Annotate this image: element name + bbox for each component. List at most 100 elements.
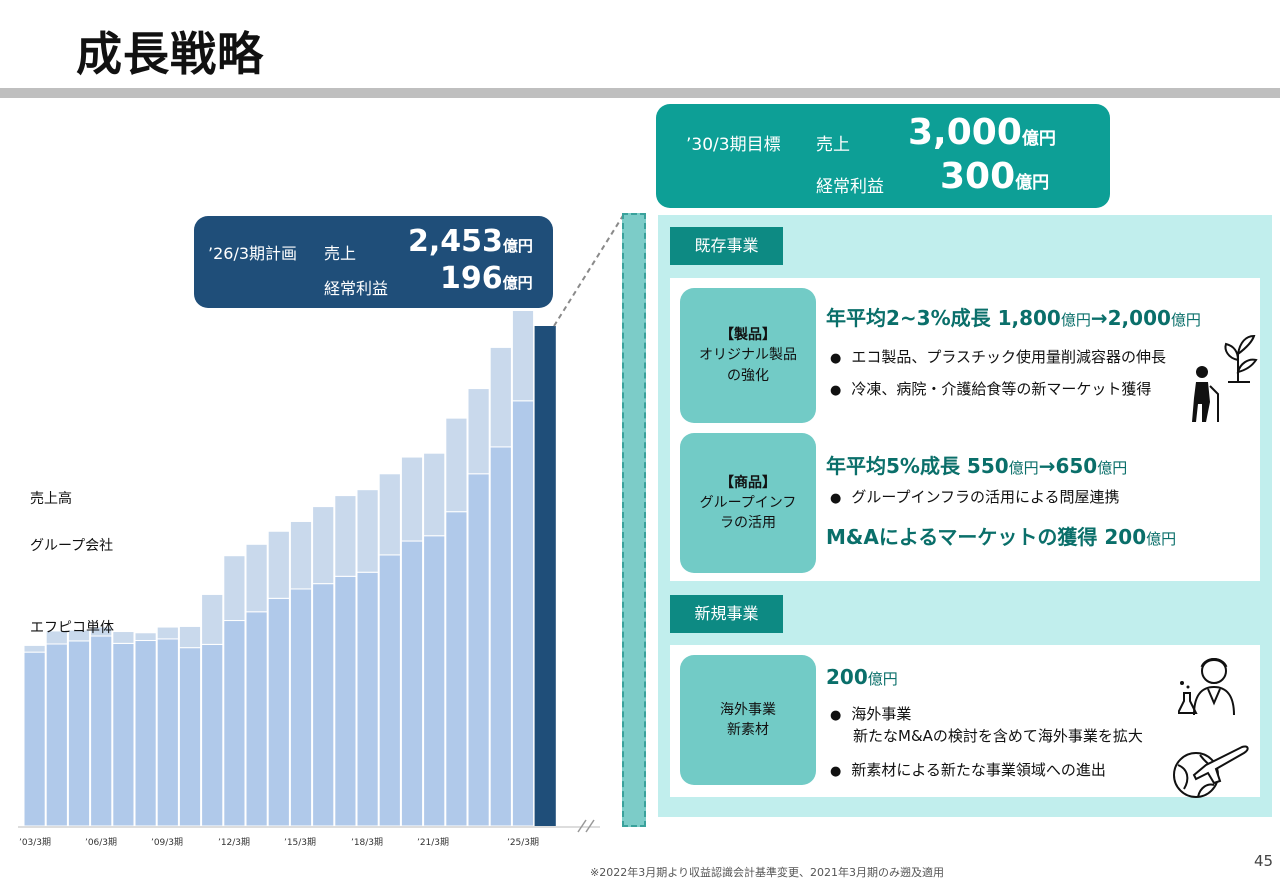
scientist-icon — [1178, 658, 1235, 716]
bar-standalone — [289, 588, 313, 827]
bar-standalone — [67, 640, 91, 827]
title-divider — [0, 88, 1280, 98]
bar-group — [67, 629, 91, 642]
new-business-card: 海外事業 新素材 200億円 ● 海外事業 新たなM&Aの検討を含めて海外事業を拡… — [670, 645, 1260, 798]
strategy-panel: 既存事業 【製品】 オリジナル製品 の強化 年平均2~3%成長 1,800億円→… — [658, 215, 1272, 817]
bar-group — [223, 555, 246, 622]
bar-group — [134, 632, 157, 642]
products-bullet-1: ● エコ製品、プラスチック使用量削減容器の伸長 — [830, 348, 1167, 366]
callout-connector — [553, 213, 625, 327]
bar-group — [267, 530, 290, 599]
existing-business-card: 【製品】 オリジナル製品 の強化 年平均2~3%成長 1,800億円→2,000… — [670, 278, 1260, 581]
plan-profit-value: 196億円 — [440, 261, 533, 296]
plant-elder-icon — [1192, 334, 1258, 422]
bar-standalone — [378, 554, 401, 827]
new-business-heading: 200億円 — [826, 665, 898, 689]
plan-sales-label: 売上 — [324, 244, 357, 263]
goods-bullet-1: ● グループインフラの活用による問屋連携 — [830, 488, 1120, 506]
bar-group — [489, 346, 512, 448]
footnote: ※2022年3月期より収益認識会計基準変更、2021年3月期のみ遡及適用 — [590, 866, 944, 879]
products-bullet-2: ● 冷凍、病院・介護給食等の新マーケット獲得 — [830, 380, 1152, 398]
bar-group — [112, 631, 135, 644]
plan-sales-value: 2,453億円 — [408, 224, 533, 259]
plan-period: ’26/3期計画 — [208, 244, 298, 263]
bar-standalone — [467, 473, 490, 827]
bar-group — [511, 310, 535, 402]
products-side-label: 【製品】 オリジナル製品 の強化 — [680, 288, 816, 423]
ma-heading: M&Aによるマーケットの獲得 200億円 — [826, 525, 1177, 549]
bar-group — [156, 626, 179, 640]
x-tick-label: ’12/3期 — [218, 837, 250, 848]
page-title: 成長戦略 — [76, 27, 264, 81]
bar-standalone — [445, 511, 468, 827]
globe-airplane-icon — [1173, 745, 1249, 798]
bar-group — [400, 456, 424, 542]
bar-standalone — [112, 642, 135, 827]
bar-group — [90, 626, 113, 637]
new-business-side-label: 海外事業 新素材 — [680, 655, 816, 785]
bar-group — [423, 452, 446, 537]
new-business-bullet-2: ● 新素材による新たな事業領域への進出 — [830, 761, 1106, 779]
target-sales-value: 3,000億円 — [908, 112, 1056, 153]
bar-group — [334, 495, 357, 577]
bar-standalone — [489, 446, 512, 827]
bar-standalone — [178, 647, 202, 827]
x-tick-label: ’21/3期 — [417, 837, 449, 848]
goods-growth-heading: 年平均5%成長 550億円→650億円 — [826, 454, 1128, 478]
goods-side-label: 【商品】 グループインフ ラの活用 — [680, 433, 816, 573]
bar-group — [23, 644, 46, 653]
target-profit-value: 300億円 — [940, 156, 1050, 197]
axis-break-mark — [585, 819, 595, 833]
new-business-bullet-1-detail: 新たなM&Aの検討を含めて海外事業を拡大 — [853, 727, 1143, 745]
legend-standalone: エフピコ単体 — [30, 620, 114, 636]
new-business-bullet-1: ● 海外事業 — [830, 705, 912, 723]
legend-group: グループ会社 — [30, 538, 114, 554]
bar-plan — [534, 326, 556, 826]
bar-group — [289, 520, 313, 590]
products-growth-heading: 年平均2~3%成長 1,800億円→2,000億円 — [826, 306, 1201, 330]
bar-standalone — [245, 611, 268, 827]
plan-profit-label: 経常利益 — [324, 279, 389, 298]
x-tick-label: ’18/3期 — [351, 837, 383, 848]
bar-standalone — [267, 597, 290, 827]
axis-break-mark — [577, 819, 587, 833]
bar-standalone — [356, 571, 379, 827]
bar-group — [245, 543, 268, 613]
existing-business-tag: 既存事業 — [670, 227, 783, 265]
x-tick-label: ’25/3期 — [507, 837, 539, 848]
x-tick-label: ’06/3期 — [85, 837, 117, 848]
x-tick-label: ’15/3期 — [284, 837, 316, 848]
bar-standalone — [23, 651, 46, 827]
bar-standalone — [334, 575, 357, 827]
bar-standalone — [45, 643, 68, 827]
legend-sales: 売上高 — [30, 491, 72, 507]
bar-standalone — [400, 540, 424, 827]
bar-group — [45, 630, 68, 645]
target-period-column — [622, 213, 646, 827]
bar-standalone — [90, 635, 113, 827]
bar-standalone — [511, 400, 535, 827]
bar-group — [201, 593, 224, 645]
x-tick-label: ’03/3期 — [19, 837, 51, 848]
bar-standalone — [312, 583, 335, 827]
bar-standalone — [156, 638, 179, 827]
page-number: 45 — [1254, 852, 1274, 870]
target-callout: ’30/3期目標 売上 3,000億円 経常利益 300億円 — [656, 104, 1110, 208]
sales-bar-chart: ’03/3期 ’06/3期 ’09/3期 ’12/3期 ’15/3期 ’18/3期 ’21/… — [18, 310, 600, 848]
bar-group — [356, 489, 379, 573]
bar-standalone — [134, 640, 157, 827]
target-profit-label: 経常利益 — [816, 177, 884, 197]
target-sales-label: 売上 — [816, 135, 850, 155]
target-period: ’30/3期目標 — [686, 135, 781, 155]
bar-standalone — [201, 643, 224, 827]
plan-callout: ’26/3期計画 売上 2,453億円 経常利益 196億円 — [194, 216, 553, 308]
bar-group — [178, 625, 202, 649]
bar-standalone — [423, 535, 446, 827]
bar-standalone — [223, 620, 246, 827]
bar-group — [445, 417, 468, 513]
x-tick-label: ’09/3期 — [151, 837, 183, 848]
bar-group — [378, 473, 401, 556]
new-business-tag: 新規事業 — [670, 595, 783, 633]
bar-group — [467, 388, 490, 475]
bar-group — [312, 506, 335, 585]
